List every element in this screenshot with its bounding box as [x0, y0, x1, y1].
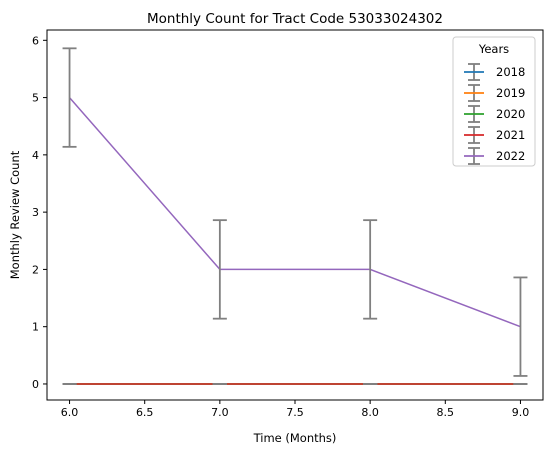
series-line-2022 [68, 97, 521, 328]
legend-title: Years [478, 42, 509, 56]
y-tick-label: 4 [32, 149, 39, 162]
legend-label-2022: 2022 [496, 149, 525, 163]
x-tick-label: 9.0 [512, 406, 530, 419]
x-tick-label: 8.0 [361, 406, 379, 419]
legend: Years 2018 2019 2020 2021 2022 [452, 36, 536, 167]
legend-label-2018: 2018 [496, 65, 525, 79]
y-tick-label: 1 [32, 321, 39, 334]
x-tick-label: 7.5 [286, 406, 304, 419]
x-tick-label: 8.5 [437, 406, 455, 419]
x-axis-label: Time (Months) [253, 431, 337, 445]
y-axis-label: Monthly Review Count [8, 150, 22, 279]
error-bars [62, 47, 528, 385]
x-tick-label: 6.0 [61, 406, 79, 419]
legend-label-2019: 2019 [496, 86, 525, 100]
series-layer [68, 97, 521, 385]
legend-label-2021: 2021 [496, 128, 525, 142]
y-tick-label: 6 [32, 34, 39, 47]
y-axis: 0 1 2 3 4 5 6 [32, 34, 47, 391]
y-tick-label: 3 [32, 206, 39, 219]
legend-label-2020: 2020 [496, 107, 525, 121]
x-tick-label: 6.5 [136, 406, 154, 419]
y-tick-label: 2 [32, 263, 39, 276]
y-tick-label: 0 [32, 378, 39, 391]
x-tick-label: 7.0 [211, 406, 229, 419]
x-axis: 6.0 6.5 7.0 7.5 8.0 8.5 9.0 [61, 400, 529, 419]
y-tick-label: 5 [32, 92, 39, 105]
legend-box [452, 36, 536, 167]
chart-title: Monthly Count for Tract Code 53033024302 [147, 11, 443, 27]
